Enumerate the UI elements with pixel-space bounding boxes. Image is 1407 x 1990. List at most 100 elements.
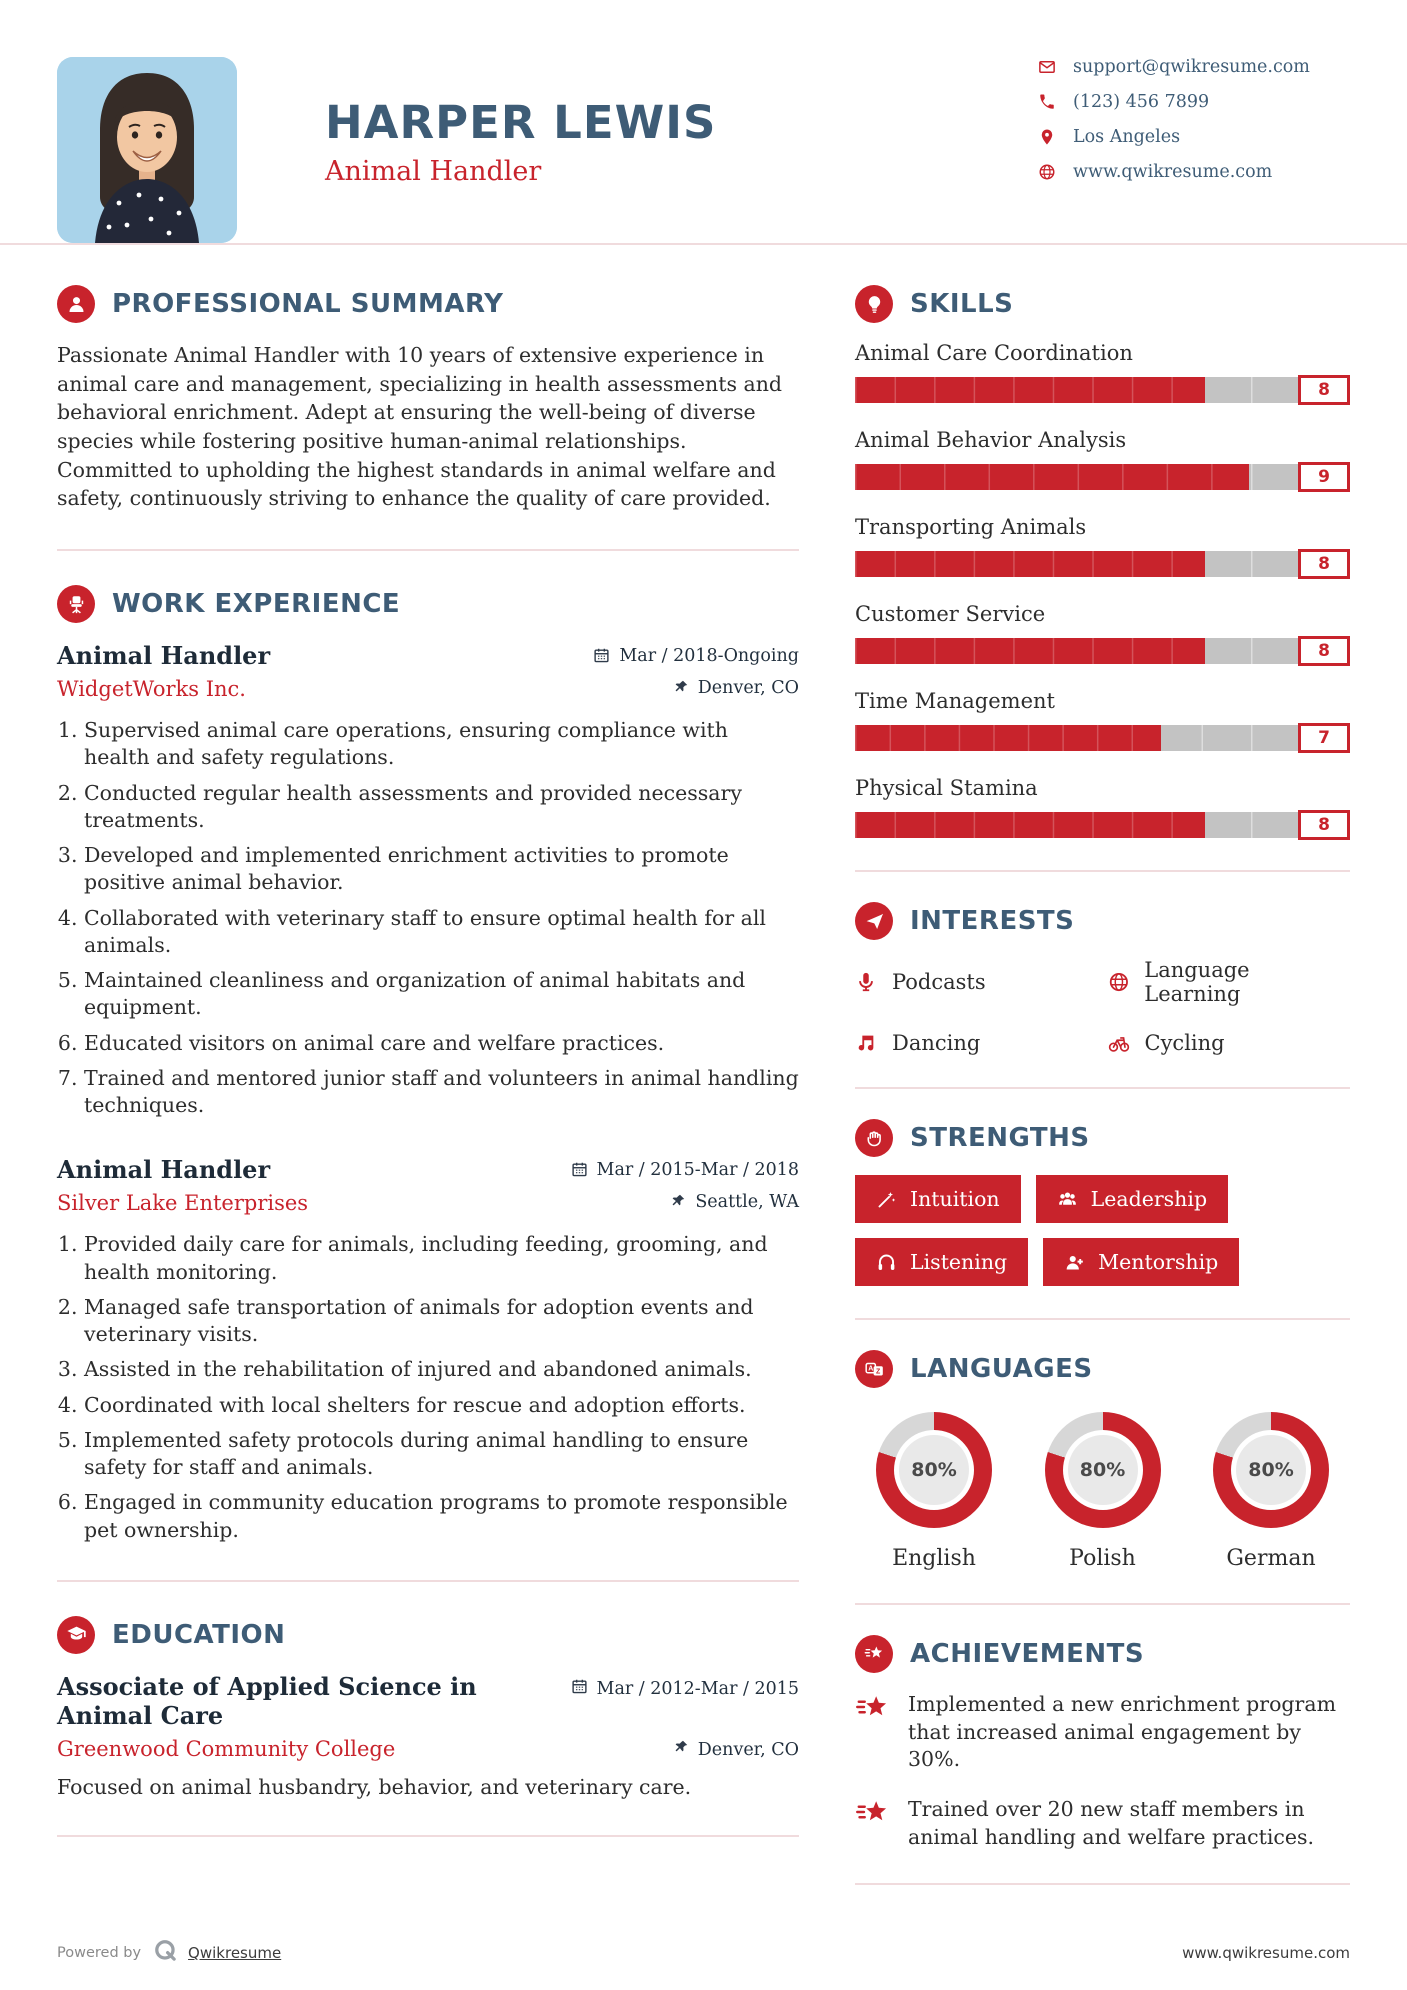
shooting-star-icon: [856, 1696, 887, 1716]
section-title: LANGUAGES: [910, 1354, 1093, 1384]
microphone-icon: [859, 972, 873, 992]
contact-item[interactable]: Los Angeles: [1038, 127, 1350, 147]
shooting-star-icon: [855, 1635, 893, 1673]
language-name: Polish: [1069, 1546, 1136, 1571]
footer-website-link[interactable]: www.qwikresume.com: [1182, 1944, 1350, 1962]
job-bullet: Provided daily care for animals, includi…: [84, 1231, 799, 1286]
skill-item: Animal Care Coordination 8: [855, 341, 1350, 405]
interest-item: Podcasts: [855, 958, 1098, 1006]
job-dates: Mar / 2015-Mar / 2018: [571, 1160, 799, 1180]
language-list: 80% English 80% Polish 80% German: [855, 1406, 1350, 1571]
job-bullet: Coordinated with local shelters for resc…: [84, 1392, 799, 1419]
section-divider: [855, 1883, 1350, 1886]
job-bullet: Maintained cleanliness and organization …: [84, 967, 799, 1022]
right-column: SKILLS Animal Care Coordination 8 Animal…: [855, 285, 1350, 1915]
section-skills: SKILLS Animal Care Coordination 8 Animal…: [855, 285, 1350, 840]
header-divider: [0, 243, 1407, 245]
language-percent: 80%: [899, 1435, 969, 1505]
section-strengths: STRENGTHS Intuition Leadership Listening Me…: [855, 1119, 1350, 1286]
section-education: EDUCATION Associate of Applied Science i…: [57, 1615, 799, 1799]
qwikresume-logo-icon: [153, 1938, 179, 1968]
powered-by-label: Powered by: [57, 1945, 142, 1961]
section-title: STRENGTHS: [910, 1123, 1090, 1153]
envelope-icon: [1039, 61, 1055, 73]
section-title: WORK EXPERIENCE: [112, 589, 401, 620]
skill-rating: 9: [1298, 462, 1350, 492]
skill-name: Physical Stamina: [855, 776, 1038, 800]
skill-name: Time Management: [855, 689, 1055, 713]
svg-text:A: A: [868, 1365, 873, 1372]
section-divider: [855, 1087, 1350, 1089]
interest-label: Language Learning: [1144, 958, 1250, 1006]
shooting-star-icon: [864, 1645, 882, 1658]
globe-icon: [1039, 164, 1055, 180]
strength-label: Intuition: [910, 1187, 1000, 1211]
section-title: EDUCATION: [112, 1619, 286, 1650]
contact-text: support@qwikresume.com: [1073, 57, 1310, 77]
fist-icon: [855, 1119, 893, 1157]
skill-item: Physical Stamina 8: [855, 776, 1350, 840]
job-bullet: Implemented safety protocols during anim…: [84, 1427, 799, 1482]
contact-item[interactable]: (123) 456 7899: [1038, 92, 1350, 112]
job-title: Animal Handler: [57, 641, 271, 671]
pushpin-icon: [675, 680, 688, 692]
lightbulb-icon: [855, 285, 893, 323]
skill-list: Animal Care Coordination 8 Animal Behavi…: [855, 341, 1350, 840]
language-name: English: [892, 1546, 976, 1571]
strength-chip: Listening: [855, 1238, 1029, 1286]
calendar-icon: [571, 1679, 587, 1694]
interest-label: Podcasts: [892, 970, 986, 994]
section-divider: [855, 1603, 1350, 1605]
job-location: Denver, CO: [672, 678, 799, 698]
qwikresume-brand-link[interactable]: Qwikresume: [188, 1944, 282, 1962]
section-divider: [855, 1318, 1350, 1320]
skill-bar: 8: [855, 549, 1350, 579]
job-bullet: Collaborated with veterinary staff to en…: [84, 905, 799, 960]
achievement-list: Implemented a new enrichment program tha…: [855, 1691, 1350, 1851]
section-title: SKILLS: [910, 289, 1014, 319]
fist-icon: [867, 1130, 881, 1146]
globe-icon: [1109, 972, 1128, 992]
contact-item[interactable]: www.qwikresume.com: [1038, 162, 1350, 182]
section-divider: [855, 870, 1350, 872]
language-donut: 80%: [876, 1412, 992, 1528]
paper-plane-icon: [855, 902, 893, 940]
skill-bar: 9: [855, 462, 1350, 492]
bicycle-icon: [1108, 1037, 1129, 1052]
person-job-title: Animal Handler: [325, 156, 542, 188]
header: HARPER LEWIS Animal Handler support@qwik…: [0, 0, 1407, 243]
strength-chip: Mentorship: [1043, 1238, 1240, 1286]
lightbulb-icon: [868, 295, 880, 313]
skill-bar: 7: [855, 723, 1350, 753]
achievement-text: Trained over 20 new staff members in ani…: [908, 1797, 1315, 1849]
job-bullet: Conducted regular health assessments and…: [84, 780, 799, 835]
skill-item: Time Management 7: [855, 689, 1350, 753]
office-chair-icon: [69, 595, 83, 614]
achievement-text: Implemented a new enrichment program tha…: [908, 1692, 1337, 1772]
job-bullet: Educated visitors on animal care and wel…: [84, 1030, 799, 1057]
user-icon: [69, 296, 83, 312]
skill-name: Transporting Animals: [855, 515, 1087, 539]
section-title: ACHIEVEMENTS: [910, 1639, 1145, 1669]
job-title: Animal Handler: [57, 1155, 271, 1185]
contact-item[interactable]: support@qwikresume.com: [1038, 57, 1350, 77]
pushpin-icon: [672, 1195, 685, 1206]
language-item: 80% German: [1196, 1412, 1346, 1571]
interest-label: Cycling: [1144, 1031, 1225, 1055]
education-description: Focused on animal husbandry, behavior, a…: [57, 1774, 692, 1799]
skill-item: Transporting Animals 8: [855, 515, 1350, 579]
grad-cap-icon: [66, 1627, 86, 1640]
skill-bar: 8: [855, 375, 1350, 405]
skill-name: Animal Behavior Analysis: [855, 428, 1127, 452]
skill-rating: 8: [1298, 375, 1350, 405]
skill-bar: 8: [855, 636, 1350, 666]
summary-text: Passionate Animal Handler with 10 years …: [57, 343, 783, 511]
job-location: Seattle, WA: [669, 1192, 799, 1212]
job-list: Animal Handler Mar / 2018-Ongoing Widget…: [57, 641, 799, 1544]
skill-bar: 8: [855, 810, 1350, 840]
skill-item: Customer Service 8: [855, 602, 1350, 666]
